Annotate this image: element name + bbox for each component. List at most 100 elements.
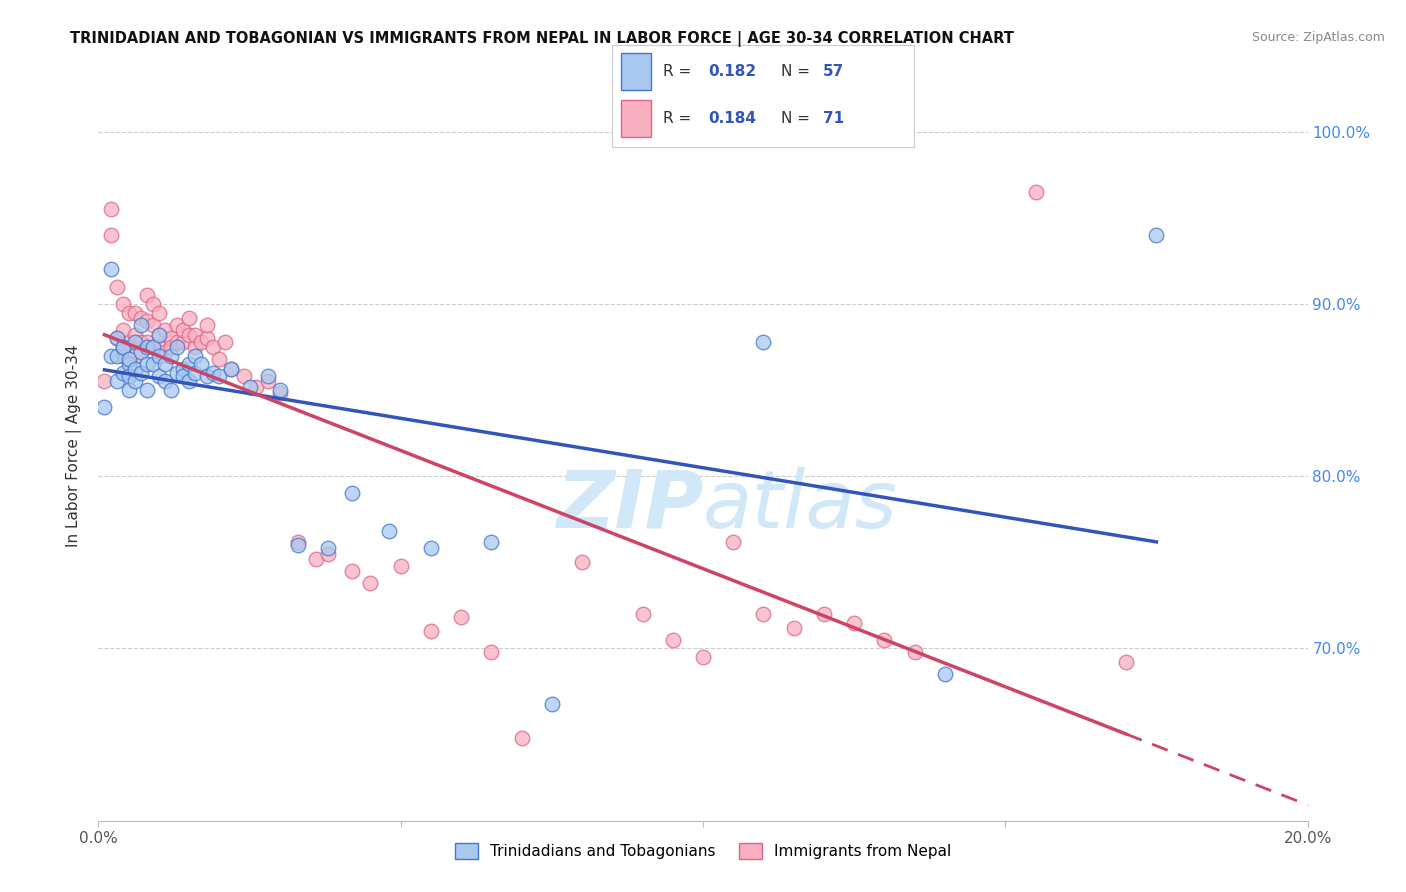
Point — [450, 610, 472, 624]
Point — [481, 534, 503, 549]
Point — [118, 351, 141, 366]
Point — [172, 369, 194, 384]
Point — [208, 351, 231, 366]
Point — [105, 349, 128, 363]
Point — [239, 379, 262, 393]
Point — [148, 305, 170, 319]
Point — [1115, 655, 1137, 669]
Point — [124, 305, 146, 319]
Text: TRINIDADIAN AND TOBAGONIAN VS IMMIGRANTS FROM NEPAL IN LABOR FORCE | AGE 30-34 C: TRINIDADIAN AND TOBAGONIAN VS IMMIGRANTS… — [70, 31, 1014, 47]
Point — [661, 632, 683, 647]
Point — [118, 351, 141, 366]
Point — [305, 551, 328, 566]
Point — [752, 334, 775, 349]
Text: Source: ZipAtlas.com: Source: ZipAtlas.com — [1251, 31, 1385, 45]
Text: 0.184: 0.184 — [709, 111, 756, 126]
Point — [100, 262, 122, 277]
Point — [316, 541, 339, 556]
FancyBboxPatch shape — [620, 53, 651, 90]
Point — [172, 362, 194, 376]
Point — [148, 349, 170, 363]
Point — [342, 564, 364, 578]
Point — [135, 288, 157, 302]
Point — [111, 340, 134, 354]
Text: N =: N = — [780, 63, 814, 78]
Point — [214, 334, 236, 349]
Point — [232, 369, 254, 384]
Point — [135, 383, 157, 397]
Point — [135, 357, 157, 371]
Point — [153, 345, 176, 359]
Point — [190, 357, 212, 371]
Point — [105, 331, 128, 345]
Point — [153, 323, 176, 337]
Text: R =: R = — [664, 111, 696, 126]
Point — [540, 697, 562, 711]
Point — [142, 318, 165, 332]
Point — [148, 369, 170, 384]
Point — [93, 375, 115, 389]
Point — [142, 297, 165, 311]
FancyBboxPatch shape — [620, 100, 651, 137]
Point — [153, 375, 176, 389]
Text: atlas: atlas — [703, 467, 898, 545]
Point — [172, 323, 194, 337]
Point — [118, 357, 141, 371]
Point — [142, 340, 165, 354]
Point — [481, 645, 503, 659]
Point — [166, 334, 188, 349]
Text: N =: N = — [780, 111, 814, 126]
Point — [129, 334, 152, 349]
Point — [118, 369, 141, 384]
Point — [377, 524, 399, 539]
Point — [631, 607, 654, 621]
Point — [783, 621, 806, 635]
Point — [93, 401, 115, 415]
Point — [389, 558, 412, 573]
Point — [153, 357, 176, 371]
Point — [111, 297, 134, 311]
Point — [172, 334, 194, 349]
Point — [221, 362, 243, 376]
Point — [510, 731, 533, 745]
Point — [813, 607, 835, 621]
Point — [184, 327, 207, 342]
Point — [179, 375, 201, 389]
Point — [129, 345, 152, 359]
Point — [1144, 227, 1167, 242]
Point — [142, 340, 165, 354]
Point — [135, 334, 157, 349]
Point — [129, 310, 152, 325]
Point — [111, 323, 134, 337]
Point — [202, 366, 225, 380]
Point — [124, 327, 146, 342]
Point — [129, 366, 152, 380]
Point — [179, 327, 201, 342]
Point — [245, 379, 267, 393]
Point — [208, 369, 231, 384]
Point — [1024, 185, 1046, 199]
Y-axis label: In Labor Force | Age 30-34: In Labor Force | Age 30-34 — [66, 344, 83, 548]
Point — [844, 615, 866, 630]
Point — [129, 318, 152, 332]
Point — [166, 318, 188, 332]
Point — [221, 362, 243, 376]
Text: 57: 57 — [824, 63, 845, 78]
Point — [420, 624, 443, 639]
Point — [160, 331, 183, 345]
Point — [118, 305, 141, 319]
Point — [148, 327, 170, 342]
Point — [256, 369, 278, 384]
Point — [723, 534, 745, 549]
Point — [111, 340, 134, 354]
Point — [160, 383, 183, 397]
Point — [105, 279, 128, 293]
Point — [100, 227, 122, 242]
Point — [342, 486, 364, 500]
Point — [124, 362, 146, 376]
Point — [166, 340, 188, 354]
Point — [873, 632, 896, 647]
Text: R =: R = — [664, 63, 696, 78]
Text: 0.182: 0.182 — [709, 63, 756, 78]
Point — [360, 576, 382, 591]
